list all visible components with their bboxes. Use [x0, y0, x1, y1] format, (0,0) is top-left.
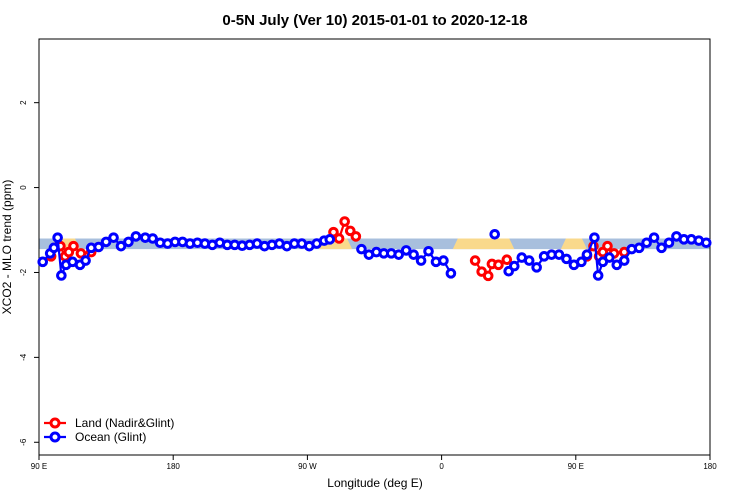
- ocean-point: [592, 270, 604, 281]
- legend: Land (Nadir&Glint) Ocean (Glint): [44, 416, 174, 444]
- ocean-point: [581, 249, 593, 260]
- y-axis-label: XCO2 - MLO trend (ppm): [0, 180, 14, 315]
- land-point: [75, 248, 87, 259]
- ocean-point: [108, 232, 119, 243]
- ocean-point: [700, 237, 712, 249]
- ocean-point: [408, 249, 419, 260]
- x-tick-label: 180: [703, 462, 717, 471]
- axes: 90 E 180 90 W 0 90 E 180 2 0 -2 -4 -6: [19, 100, 717, 471]
- x-tick-label: 90 W: [298, 462, 317, 471]
- ocean-point: [553, 249, 565, 260]
- ocean-point: [147, 233, 158, 244]
- ocean-point: [37, 256, 49, 268]
- land-band-segment: [560, 238, 587, 250]
- ocean-point: [130, 231, 142, 242]
- ocean-point: [52, 232, 63, 243]
- ocean-point: [641, 237, 652, 249]
- land-point: [469, 255, 481, 266]
- ocean-point: [100, 236, 112, 248]
- legend-ocean-label: Ocean (Glint): [75, 430, 146, 444]
- land-band-segment: [452, 238, 515, 250]
- y-tick-label: -6: [19, 438, 28, 446]
- ocean-point: [604, 252, 615, 263]
- land-point: [68, 240, 79, 252]
- land-point: [602, 240, 613, 252]
- ocean-point: [400, 245, 412, 256]
- plot-frame: [38, 38, 711, 456]
- ocean-point: [618, 255, 630, 266]
- ocean-point: [438, 255, 449, 266]
- ocean-point: [415, 255, 427, 266]
- ocean-point: [663, 237, 675, 249]
- legend-ocean-marker: [49, 431, 61, 443]
- ocean-point: [489, 228, 501, 240]
- ocean-point: [80, 255, 91, 266]
- series: [37, 216, 712, 282]
- ocean-point: [445, 268, 457, 279]
- ocean-point: [633, 242, 645, 254]
- ocean-point: [115, 240, 127, 252]
- ocean-point: [393, 249, 405, 260]
- ocean-point: [531, 262, 542, 273]
- ocean-point: [508, 260, 520, 272]
- ocean-point: [648, 232, 660, 243]
- y-tick-label: 0: [19, 185, 28, 190]
- ocean-point: [123, 236, 134, 248]
- ocean-point: [48, 242, 60, 254]
- legend-land-marker: [49, 417, 61, 429]
- land-point: [482, 270, 494, 282]
- legend-land-label: Land (Nadir&Glint): [75, 416, 174, 430]
- ocean-point: [523, 255, 535, 266]
- ocean-point: [656, 242, 667, 254]
- land-point: [339, 216, 350, 227]
- land-point: [501, 254, 513, 266]
- ocean-point: [561, 253, 572, 265]
- y-tick-label: -4: [19, 353, 28, 361]
- ocean-point: [611, 259, 623, 271]
- ocean-point: [423, 245, 434, 257]
- x-axis-label: Longitude (deg E): [327, 476, 422, 490]
- ocean-point: [356, 243, 367, 255]
- ocean-point: [93, 241, 104, 253]
- x-tick-label: 90 E: [568, 462, 584, 471]
- x-tick-label: 180: [167, 462, 181, 471]
- ocean-point: [56, 270, 67, 281]
- land-point: [350, 231, 362, 242]
- ocean-point: [324, 234, 336, 245]
- y-tick-label: -2: [19, 268, 28, 276]
- land-point: [493, 259, 504, 271]
- x-tick-label: 90 E: [31, 462, 47, 471]
- land-point: [333, 233, 345, 244]
- y-tick-label: 2: [19, 100, 28, 105]
- ocean-point: [576, 256, 587, 268]
- chart-title: 0-5N July (Ver 10) 2015-01-01 to 2020-12…: [222, 12, 527, 29]
- x-tick-label: 0: [439, 462, 444, 471]
- ocean-band: [39, 238, 710, 250]
- ocean-point: [589, 232, 600, 243]
